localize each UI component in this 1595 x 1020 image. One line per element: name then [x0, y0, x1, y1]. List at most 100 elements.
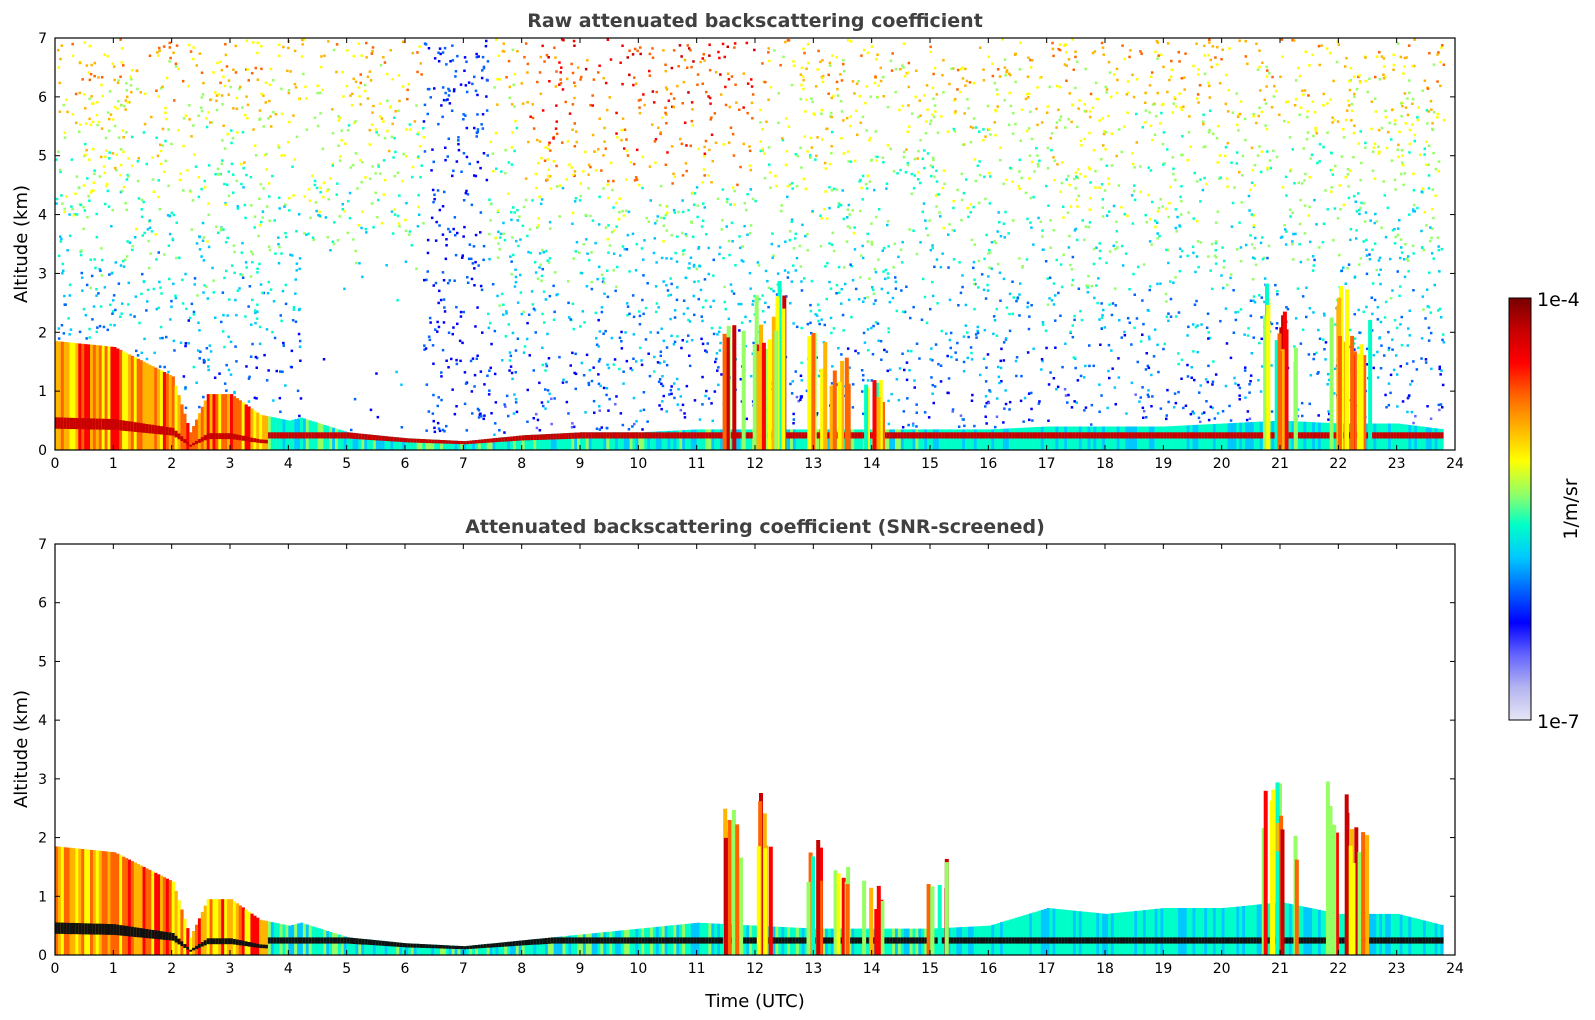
boundary-layer-column — [180, 404, 184, 450]
noise-pixel — [1077, 194, 1080, 198]
noise-pixel — [767, 47, 770, 50]
noise-pixel — [997, 375, 1001, 379]
noise-pixel — [1400, 315, 1403, 319]
noise-pixel — [882, 246, 886, 250]
noise-pixel — [55, 202, 58, 205]
noise-pixel — [951, 228, 954, 232]
boundary-layer-column — [591, 432, 595, 450]
noise-pixel — [1186, 159, 1189, 162]
noise-pixel — [57, 48, 60, 52]
noise-pixel — [238, 287, 241, 290]
noise-pixel — [662, 216, 666, 220]
aerosol-layer-line — [562, 433, 566, 440]
noise-pixel — [1107, 114, 1110, 118]
noise-pixel — [1382, 73, 1385, 76]
noise-pixel — [1192, 350, 1195, 353]
noise-pixel — [1202, 411, 1206, 414]
noise-pixel — [448, 102, 452, 105]
noise-pixel — [1411, 97, 1415, 101]
aerosol-layer-line — [626, 432, 630, 439]
noise-pixel — [1231, 201, 1235, 205]
noise-pixel — [1298, 113, 1301, 116]
boundary-layer-column — [545, 434, 549, 450]
noise-pixel — [265, 328, 269, 331]
noise-pixel — [1421, 246, 1424, 250]
noise-pixel — [586, 252, 589, 255]
noise-pixel — [521, 102, 525, 105]
noise-pixel — [952, 127, 956, 131]
noise-pixel — [456, 231, 459, 235]
noise-pixel — [829, 316, 833, 320]
noise-pixel — [1230, 161, 1233, 164]
noise-pixel — [1107, 369, 1110, 373]
noise-pixel — [555, 293, 558, 297]
noise-pixel — [1260, 150, 1264, 153]
noise-pixel — [433, 426, 436, 430]
noise-pixel — [1261, 365, 1264, 368]
noise-pixel — [456, 54, 459, 58]
noise-pixel — [1064, 342, 1067, 345]
noise-pixel — [960, 172, 964, 176]
noise-pixel — [232, 107, 235, 110]
noise-pixel — [1098, 249, 1102, 253]
noise-pixel — [1130, 343, 1133, 346]
noise-pixel — [1144, 368, 1148, 371]
noise-pixel — [1071, 104, 1075, 107]
noise-pixel — [587, 173, 590, 176]
boundary-layer-column — [335, 428, 339, 450]
noise-pixel — [681, 403, 685, 407]
noise-pixel — [1260, 296, 1263, 299]
noise-pixel — [1260, 316, 1263, 319]
noise-pixel — [975, 336, 978, 339]
noise-pixel — [1300, 401, 1304, 405]
noise-pixel — [1393, 122, 1397, 126]
noise-pixel — [1202, 145, 1206, 149]
noise-pixel — [767, 51, 770, 54]
noise-pixel — [211, 266, 214, 270]
noise-pixel — [451, 388, 454, 391]
noise-pixel — [1115, 220, 1118, 224]
noise-pixel — [999, 359, 1002, 363]
noise-pixel — [837, 347, 840, 350]
noise-pixel — [416, 51, 419, 54]
noise-pixel — [846, 225, 850, 228]
noise-pixel — [157, 251, 160, 254]
noise-pixel — [223, 182, 226, 186]
noise-pixel — [1075, 60, 1079, 64]
noise-pixel — [391, 78, 394, 81]
noise-pixel — [942, 169, 946, 172]
noise-pixel — [260, 220, 263, 224]
noise-pixel — [623, 147, 626, 150]
noise-pixel — [564, 100, 567, 104]
noise-pixel — [758, 297, 761, 301]
noise-pixel — [1250, 181, 1254, 184]
noise-pixel — [809, 321, 812, 325]
noise-pixel — [161, 336, 164, 340]
noise-pixel — [697, 147, 700, 151]
noise-pixel — [1264, 124, 1267, 127]
noise-pixel — [1183, 88, 1186, 91]
noise-pixel — [685, 340, 689, 343]
noise-pixel — [297, 213, 301, 216]
noise-pixel — [691, 108, 694, 111]
noise-pixel — [462, 118, 465, 121]
noise-pixel — [1107, 182, 1111, 186]
noise-pixel — [1151, 103, 1155, 106]
noise-pixel — [816, 68, 819, 71]
noise-pixel — [622, 214, 626, 217]
noise-pixel — [1177, 362, 1180, 366]
aerosol-layer-line — [472, 440, 476, 444]
noise-pixel — [179, 172, 182, 175]
noise-pixel — [995, 397, 999, 400]
noise-pixel — [487, 326, 491, 330]
noise-pixel — [819, 245, 823, 248]
noise-pixel — [207, 213, 210, 217]
noise-pixel — [882, 75, 885, 79]
noise-pixel — [80, 271, 83, 275]
noise-pixel — [640, 247, 644, 250]
noise-pixel — [106, 182, 109, 186]
noise-pixel — [913, 157, 916, 161]
noise-pixel — [615, 201, 618, 205]
noise-pixel — [905, 378, 909, 382]
noise-pixel — [1215, 137, 1219, 140]
